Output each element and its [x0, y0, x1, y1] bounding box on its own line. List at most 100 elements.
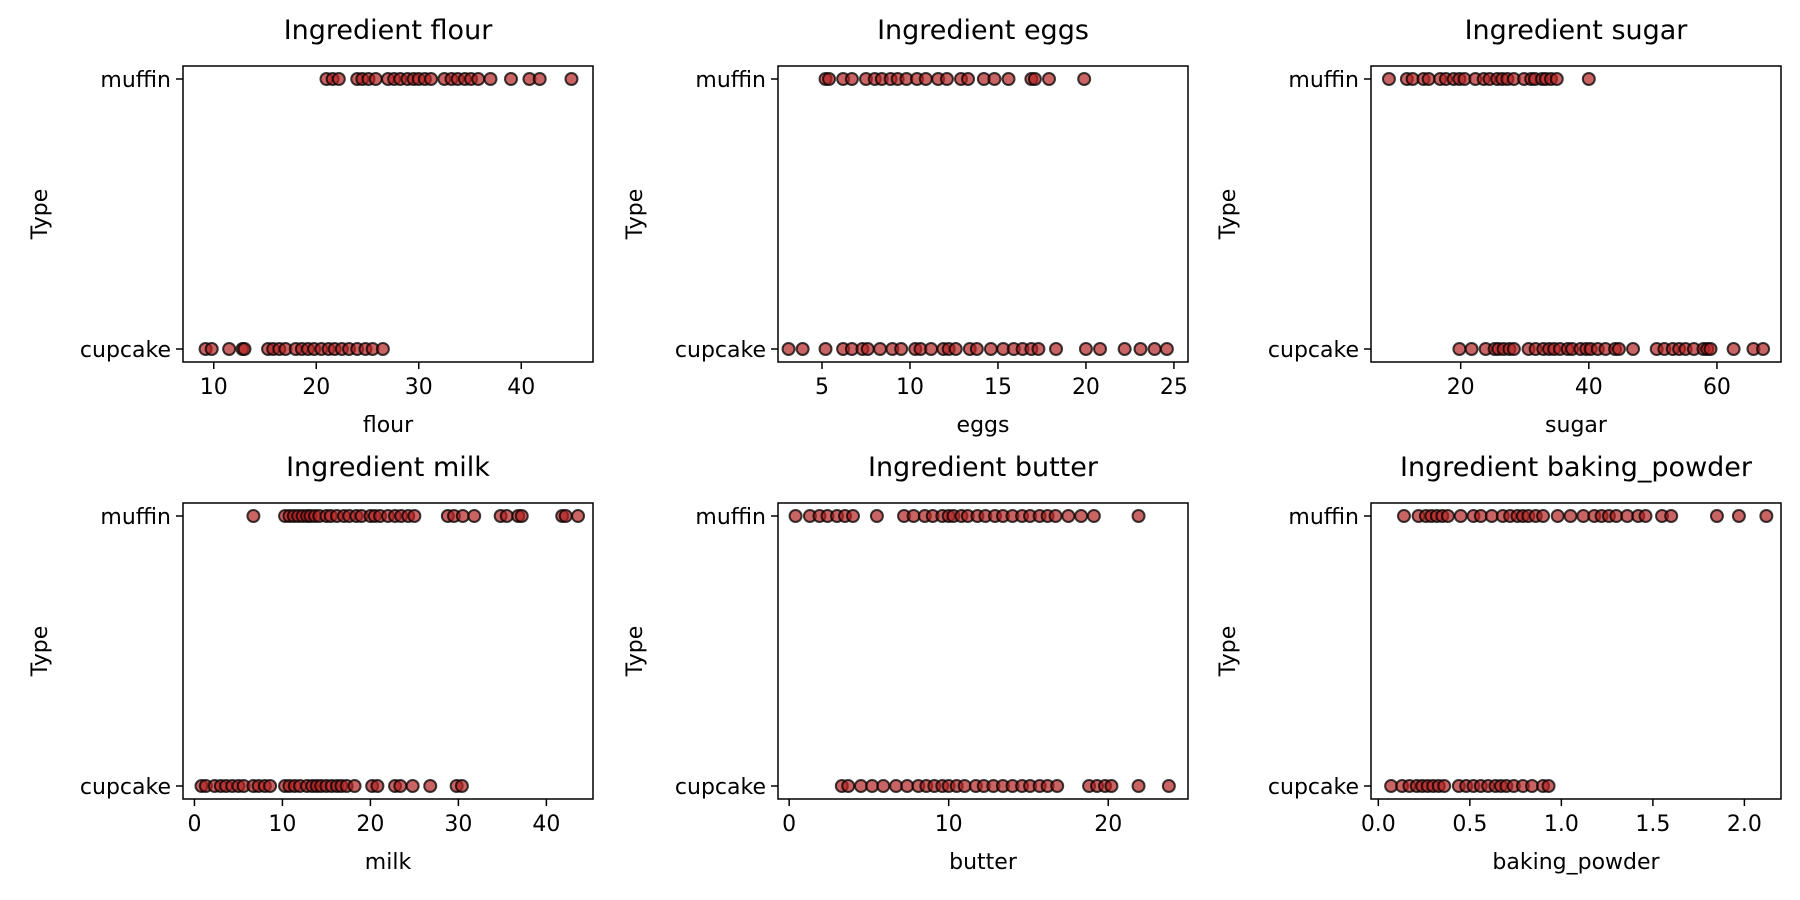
- data-point-muffin: [1440, 509, 1455, 523]
- data-point-muffin: [918, 72, 933, 86]
- data-point-cupcake: [347, 779, 362, 793]
- x-tick-label: 10: [935, 812, 963, 837]
- data-point-cupcake: [1756, 342, 1771, 356]
- x-tick-label: 15: [984, 375, 1012, 400]
- y-tick-label: cupcake: [1268, 338, 1359, 363]
- subplot-4: Ingredient milk cupcake muffin 0 10 20 30 40 mil…: [28, 452, 594, 875]
- data-point-muffin: [1550, 509, 1565, 523]
- data-point-cupcake: [1133, 342, 1148, 356]
- subplot-3: Ingredient sugar cupcake muffin 20 40 60 sugar…: [1216, 15, 1782, 438]
- data-point-cupcake: [405, 779, 420, 793]
- plot-area-frame: [777, 65, 1189, 363]
- data-point-muffin: [845, 509, 860, 523]
- data-point-muffin: [424, 72, 439, 86]
- data-point-muffin: [844, 72, 859, 86]
- subplot-title: Ingredient milk: [286, 452, 490, 483]
- x-tick-label: 0.0: [1361, 812, 1396, 837]
- data-point-muffin: [564, 72, 579, 86]
- data-point-cupcake: [876, 779, 891, 793]
- data-point-cupcake: [237, 342, 252, 356]
- x-tick-label: 0.5: [1452, 812, 1487, 837]
- subplot-title: Ingredient sugar: [1465, 15, 1689, 46]
- data-point-cupcake: [1703, 342, 1718, 356]
- x-tick-label: 5: [815, 375, 829, 400]
- x-tick-label: 1.5: [1635, 812, 1670, 837]
- y-tick-label: muffin: [100, 505, 171, 530]
- subplot-2: Ingredient eggs cupcake muffin 5 10 15 20 25 egg…: [623, 15, 1189, 438]
- data-point-cupcake: [204, 342, 219, 356]
- y-tick-label: cupcake: [80, 775, 171, 800]
- data-point-muffin: [532, 72, 547, 86]
- data-point-muffin: [1453, 509, 1468, 523]
- y-tick-label: muffin: [695, 505, 766, 530]
- y-axis-label: Type: [28, 189, 53, 241]
- x-tick-label: 10: [200, 375, 228, 400]
- x-tick-label: 25: [1160, 375, 1188, 400]
- data-point-cupcake: [1541, 779, 1556, 793]
- data-point-muffin: [1086, 509, 1101, 523]
- x-tick-label: 40: [1575, 375, 1603, 400]
- plot-area-frame: [182, 65, 594, 363]
- data-point-muffin: [483, 72, 498, 86]
- data-point-cupcake: [860, 342, 875, 356]
- data-point-cupcake: [1464, 342, 1479, 356]
- data-point-muffin: [246, 509, 261, 523]
- data-point-cupcake: [1104, 779, 1119, 793]
- x-tick-label: 30: [444, 812, 472, 837]
- data-point-muffin: [1001, 72, 1016, 86]
- data-point-muffin: [471, 72, 486, 86]
- x-tick-label: 20: [1072, 375, 1100, 400]
- subplot-title: Ingredient eggs: [877, 15, 1089, 46]
- y-tick-label: muffin: [1288, 68, 1359, 93]
- data-point-cupcake: [1078, 342, 1093, 356]
- y-tick-label: muffin: [1288, 505, 1359, 530]
- data-point-cupcake: [1452, 342, 1467, 356]
- data-point-cupcake: [1049, 342, 1064, 356]
- data-point-muffin: [1536, 509, 1551, 523]
- data-point-muffin: [939, 72, 954, 86]
- data-point-muffin: [987, 72, 1002, 86]
- data-point-muffin: [961, 72, 976, 86]
- data-point-cupcake: [924, 342, 939, 356]
- x-axis-label: flour: [363, 413, 414, 438]
- x-tick-label: 40: [532, 812, 560, 837]
- data-point-cupcake: [1626, 342, 1641, 356]
- data-point-cupcake: [222, 342, 237, 356]
- data-point-muffin: [1396, 509, 1411, 523]
- data-point-muffin: [1131, 509, 1146, 523]
- data-point-cupcake: [375, 342, 390, 356]
- data-point-muffin: [558, 509, 573, 523]
- data-point-muffin: [1077, 72, 1092, 86]
- data-point-muffin: [504, 72, 518, 86]
- data-point-muffin: [788, 509, 803, 523]
- subplot-title: Ingredient baking_powder: [1400, 452, 1753, 483]
- x-tick-label: 20: [1094, 812, 1122, 837]
- x-tick-label: 0: [187, 812, 201, 837]
- y-axis-label: Type: [28, 626, 53, 678]
- data-point-muffin: [1664, 509, 1679, 523]
- data-point-cupcake: [1726, 342, 1741, 356]
- data-point-cupcake: [781, 342, 796, 356]
- y-axis-label: Type: [1216, 626, 1241, 678]
- x-tick-label: 1.0: [1544, 812, 1579, 837]
- x-tick-label: 10: [896, 375, 924, 400]
- data-point-muffin: [467, 509, 482, 523]
- y-tick-label: cupcake: [675, 775, 766, 800]
- y-tick-label: cupcake: [675, 338, 766, 363]
- data-point-cupcake: [948, 342, 963, 356]
- data-point-cupcake: [393, 779, 408, 793]
- plot-area-frame: [1370, 65, 1782, 363]
- data-point-cupcake: [818, 342, 833, 356]
- data-point-cupcake: [1050, 779, 1065, 793]
- data-point-muffin: [869, 509, 884, 523]
- y-axis-label: Type: [623, 189, 648, 241]
- data-point-cupcake: [1093, 342, 1108, 356]
- y-tick-label: muffin: [695, 68, 766, 93]
- data-point-cupcake: [1131, 779, 1146, 793]
- data-point-muffin: [407, 509, 422, 523]
- data-point-muffin: [1061, 509, 1076, 523]
- plot-area-frame: [777, 502, 1189, 800]
- data-point-muffin: [455, 509, 470, 523]
- data-point-cupcake: [969, 342, 984, 356]
- data-point-muffin: [1638, 509, 1653, 523]
